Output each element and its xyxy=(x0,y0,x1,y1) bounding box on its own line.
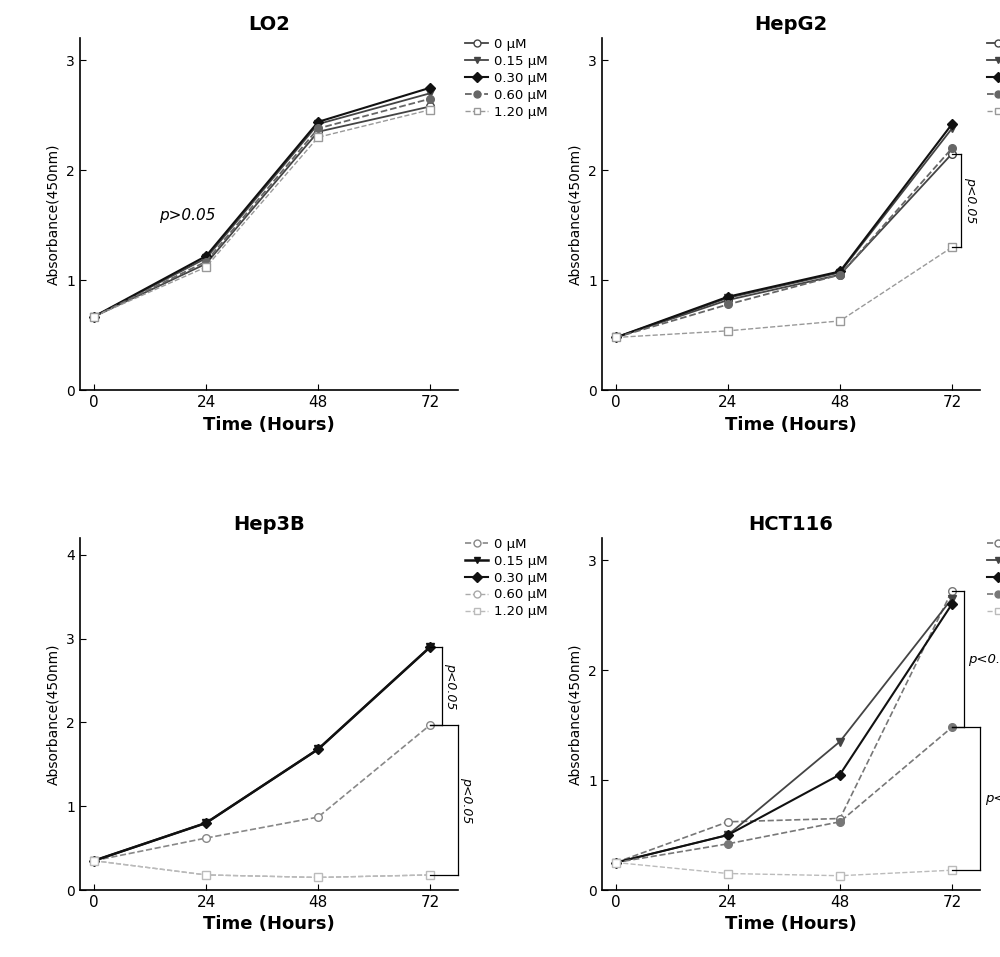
X-axis label: Time (Hours): Time (Hours) xyxy=(203,415,335,434)
Text: p<0.05: p<0.05 xyxy=(985,792,1000,805)
Y-axis label: Absorbance(450nm): Absorbance(450nm) xyxy=(47,643,61,785)
Y-axis label: Absorbance(450nm): Absorbance(450nm) xyxy=(47,144,61,285)
Legend: 0 μM, 0.15 μM, 0.30 μM, 0.60 μM, 1.20 μM: 0 μM, 0.15 μM, 0.30 μM, 0.60 μM, 1.20 μM xyxy=(465,538,547,618)
Y-axis label: Absorbance(450nm): Absorbance(450nm) xyxy=(569,643,583,785)
X-axis label: Time (Hours): Time (Hours) xyxy=(203,916,335,933)
X-axis label: Time (Hours): Time (Hours) xyxy=(725,415,857,434)
Text: p<0.05: p<0.05 xyxy=(964,177,977,224)
Text: p<0.05: p<0.05 xyxy=(444,663,457,709)
Legend: 0 μM, 0.15 μM, 0.30 μM, 0.60 μM, 1.20 μM: 0 μM, 0.15 μM, 0.30 μM, 0.60 μM, 1.20 μM xyxy=(465,38,547,119)
Title: LO2: LO2 xyxy=(248,15,290,33)
Legend: 0 μM, 0.15 μM, 0.30 μM, 0.60 μM, 1.20 μM: 0 μM, 0.15 μM, 0.30 μM, 0.60 μM, 1.20 μM xyxy=(987,38,1000,119)
Text: p<0.05: p<0.05 xyxy=(460,777,473,823)
Y-axis label: Absorbance(450nm): Absorbance(450nm) xyxy=(569,144,583,285)
Legend: 0 μM, 0.15μM, 0.30μM, 0.60μM, 1.20μM: 0 μM, 0.15μM, 0.30μM, 0.60μM, 1.20μM xyxy=(987,538,1000,618)
Title: HCT116: HCT116 xyxy=(748,515,833,534)
Title: HepG2: HepG2 xyxy=(754,15,828,33)
X-axis label: Time (Hours): Time (Hours) xyxy=(725,916,857,933)
Text: p>0.05: p>0.05 xyxy=(159,208,216,223)
Title: Hep3B: Hep3B xyxy=(233,515,305,534)
Text: p<0.05: p<0.05 xyxy=(968,653,1000,665)
